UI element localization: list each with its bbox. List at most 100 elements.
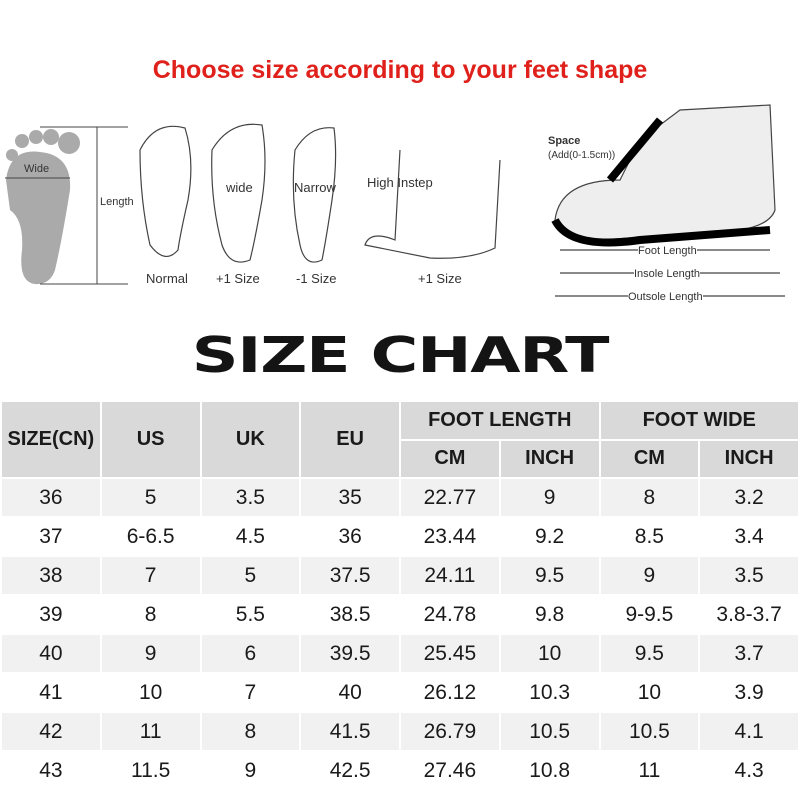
table-cell: 11 [99, 711, 202, 752]
table-cell: 24.11 [399, 555, 501, 596]
type-label-wide: +1 Size [216, 271, 260, 286]
table-cell: 43 [0, 750, 102, 791]
table-cell: 36 [0, 477, 102, 518]
header-us: US [99, 400, 202, 479]
table-cell: 22.77 [399, 477, 501, 518]
table-cell: 8.5 [598, 516, 701, 557]
table-cell: 11.5 [99, 750, 202, 791]
table-cell: 7 [199, 672, 302, 713]
table-cell: 38.5 [299, 594, 401, 635]
header-size-cn: SIZE(CN) [0, 400, 102, 479]
table-cell: 11 [598, 750, 701, 791]
table-cell: 10 [598, 672, 701, 713]
table-row: 40 9 6 39.5 25.45 10 9.5 3.7 [0, 633, 800, 674]
header-eu: EU [299, 400, 401, 479]
table-cell: 9 [199, 750, 302, 791]
table-row: 39 8 5.5 38.5 24.78 9.8 9-9.5 3.8-3.7 [0, 594, 800, 635]
table-cell: 41 [0, 672, 102, 713]
table-cell: 24.78 [399, 594, 501, 635]
table-cell: 23.44 [399, 516, 501, 557]
table-cell: 27.46 [399, 750, 501, 791]
table-cell: 9.5 [498, 555, 601, 596]
table-row: 41 10 7 40 26.12 10.3 10 3.9 [0, 672, 800, 713]
table-cell: 8 [199, 711, 302, 752]
header-length-cm: CM [399, 438, 501, 479]
table-cell: 6-6.5 [99, 516, 202, 557]
table-cell: 39 [0, 594, 102, 635]
table-cell: 10.8 [498, 750, 601, 791]
space-note: (Add(0-1.5cm)) [548, 150, 616, 161]
insole-length-label: Insole Length [634, 268, 701, 280]
header-foot-length: FOOT LENGTH [399, 400, 601, 441]
table-cell: 10 [99, 672, 202, 713]
table-cell: 7 [99, 555, 202, 596]
header-wide-inch: INCH [698, 438, 800, 479]
footprint-icon [6, 129, 80, 285]
table-cell: 37.5 [299, 555, 401, 596]
size-table: SIZE(CN) US UK EU FOOT LENGTH FOOT WIDE … [0, 400, 800, 791]
wide-note: wide [226, 180, 253, 195]
table-cell: 10.3 [498, 672, 601, 713]
table-cell: 9 [99, 633, 202, 674]
table-cell: 36 [299, 516, 401, 557]
header-foot-wide: FOOT WIDE [598, 400, 800, 441]
type-label-instep: +1 Size [418, 271, 462, 286]
table-cell: 41.5 [299, 711, 401, 752]
table-cell: 26.79 [399, 711, 501, 752]
table-cell: 38 [0, 555, 102, 596]
size-chart-banner: SIZE CHART [191, 327, 610, 385]
table-cell: 9.5 [598, 633, 701, 674]
table-cell: 42 [0, 711, 102, 752]
foot-shape-illustration: Wide Length Normal +1 Size wide -1 Size … [0, 100, 800, 310]
table-row: 36 5 3.5 35 22.77 9 8 3.2 [0, 477, 800, 518]
high-instep-note: High Instep [367, 175, 433, 190]
table-cell: 3.9 [698, 672, 800, 713]
table-cell: 40 [299, 672, 401, 713]
table-cell: 5.5 [199, 594, 302, 635]
table-cell: 3.5 [698, 555, 800, 596]
foot-length-label: Foot Length [638, 245, 697, 257]
table-row: 42 11 8 41.5 26.79 10.5 10.5 4.1 [0, 711, 800, 752]
table-cell: 3.4 [698, 516, 800, 557]
table-cell: 10 [498, 633, 601, 674]
type-label-narrow: -1 Size [296, 271, 337, 286]
table-cell: 3.7 [698, 633, 800, 674]
table-cell: 26.12 [399, 672, 501, 713]
table-cell: 10.5 [598, 711, 701, 752]
type-label-normal: Normal [146, 271, 188, 286]
table-cell: 25.45 [399, 633, 501, 674]
space-label: Space [548, 135, 581, 147]
table-row: 38 7 5 37.5 24.11 9.5 9 3.5 [0, 555, 800, 596]
page-title: Choose size according to your feet shape [152, 56, 648, 84]
table-cell: 4.1 [698, 711, 800, 752]
table-cell: 3.8-3.7 [698, 594, 800, 635]
header-uk: UK [199, 400, 302, 479]
table-cell: 4.5 [199, 516, 302, 557]
table-cell: 39.5 [299, 633, 401, 674]
table-cell: 9 [598, 555, 701, 596]
table-cell: 4.3 [698, 750, 800, 791]
narrow-note: Narrow [294, 180, 336, 195]
table-cell: 9 [498, 477, 601, 518]
table-cell: 42.5 [299, 750, 401, 791]
table-cell: 35 [299, 477, 401, 518]
table-cell: 6 [199, 633, 302, 674]
wide-label: Wide [24, 163, 50, 175]
table-row: 37 6-6.5 4.5 36 23.44 9.2 8.5 3.4 [0, 516, 800, 557]
length-label: Length [100, 196, 134, 208]
table-cell: 37 [0, 516, 102, 557]
header-wide-cm: CM [598, 438, 701, 479]
table-cell: 5 [99, 477, 202, 518]
table-cell: 3.5 [199, 477, 302, 518]
table-cell: 40 [0, 633, 102, 674]
table-cell: 9-9.5 [598, 594, 701, 635]
table-cell: 8 [598, 477, 701, 518]
outsole-length-label: Outsole Length [628, 291, 703, 303]
table-cell: 3.2 [698, 477, 800, 518]
table-cell: 9.2 [498, 516, 601, 557]
header-length-inch: INCH [498, 438, 601, 479]
table-cell: 10.5 [498, 711, 601, 752]
table-cell: 5 [199, 555, 302, 596]
table-cell: 9.8 [498, 594, 601, 635]
table-cell: 8 [99, 594, 202, 635]
